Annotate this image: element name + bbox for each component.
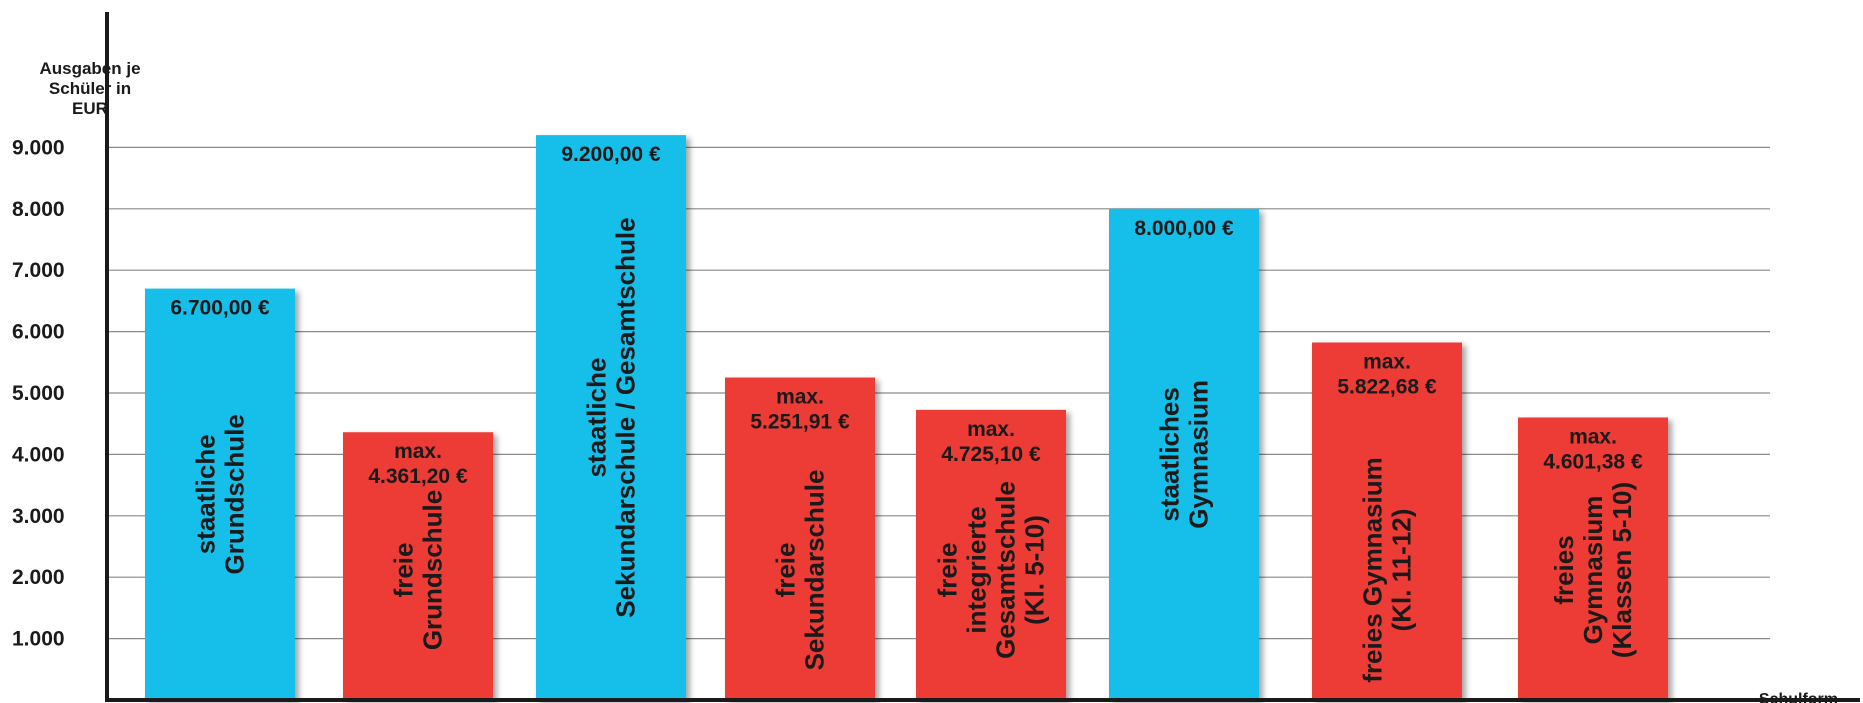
- bar-value-label: 4.601,38 €: [1543, 450, 1643, 473]
- bar: [725, 377, 875, 700]
- bar-category-label: freies Gymnasium (Kl. 11-12): [1358, 457, 1417, 682]
- bar: [916, 409, 1066, 700]
- bar-value-label: 5.822,68 €: [1337, 375, 1437, 398]
- category-label-line: Sekundarschule: [800, 470, 830, 671]
- bar: [1109, 208, 1259, 701]
- y-tick-labels: 1.000 2.000 3.000 4.000 5.000 6.000 7.000 8.000…: [12, 136, 65, 650]
- bars: 6.700,00 €staatliche Grundschule max.4.361…: [145, 135, 1668, 701]
- bar-group: 6.700,00 € staatliche Grundschule: [145, 288, 295, 700]
- category-label-line: Gymnasium: [1578, 496, 1608, 645]
- bar-group: max.4.361,20 €freie Grundschule: [343, 432, 493, 700]
- axes: [105, 12, 1860, 702]
- bar-group: 9.200,00 € staatliche Sekundarschule / Ges…: [536, 135, 686, 700]
- bar-value-label: 4.361,20 €: [368, 465, 468, 488]
- bar: [343, 432, 493, 700]
- bar-category-label: freie Grundschule: [389, 490, 448, 650]
- bar-category-label: staatliche Sekundarschule / Gesamtschule: [582, 217, 641, 617]
- y-tick-label: 9.000: [12, 136, 65, 159]
- category-label-line: Sekundarschule / Gesamtschule: [611, 217, 641, 617]
- bar-value-label: max.: [1569, 425, 1617, 448]
- category-label-line: freie: [771, 543, 801, 598]
- y-axis-title: Schüler in: [49, 79, 131, 98]
- category-label-line: staatliche: [582, 358, 612, 478]
- bar-group: max.5.251,91 € freie Sekundarschule: [725, 377, 875, 700]
- y-tick-label: 4.000: [12, 443, 65, 466]
- bar-group: max.4.601,38 € freies Gymnasium (Klassen 5-…: [1518, 417, 1668, 700]
- bar-category-label: freies Gymnasium (Klassen 5-10): [1549, 482, 1637, 658]
- y-tick-label: 2.000: [12, 566, 65, 589]
- bar-value-label: max.: [776, 386, 824, 409]
- y-tick-label: 7.000: [12, 259, 65, 282]
- bar-category-label: staatliche Grundschule: [191, 414, 250, 574]
- bar-category-label: staatliches Gymnasium: [1155, 380, 1214, 529]
- category-label-line: freie: [933, 543, 963, 598]
- bar: [1312, 342, 1462, 700]
- category-label-line: Grundschule: [220, 414, 250, 574]
- bar-category-label: freie integrierte Gesamtschule (Kl. 5-10): [933, 481, 1050, 659]
- bar-value-label: 6.700,00 €: [170, 297, 270, 320]
- category-label-line: freies: [1549, 535, 1579, 604]
- category-label-line: (Kl. 11-12): [1387, 509, 1417, 632]
- bar-value-label: 5.251,91 €: [750, 411, 850, 434]
- y-tick-label: 6.000: [12, 321, 65, 344]
- y-tick-label: 3.000: [12, 505, 65, 528]
- category-label-line: staatliche: [191, 434, 221, 554]
- bar: [536, 135, 686, 700]
- bar-value-label: 9.200,00 €: [561, 143, 661, 166]
- bar-group: max.4.725,10 € freie integrierte Gesamtschu…: [916, 409, 1066, 700]
- category-label-line: integrierte: [962, 506, 992, 633]
- bar-group: max.5.822,68 € freies Gymnasium (Kl. 11-12…: [1312, 342, 1462, 700]
- bar-category-label: freie Sekundarschule: [771, 470, 830, 671]
- x-axis-title: Schulform: [1759, 691, 1838, 703]
- y-tick-label: 1.000: [12, 628, 65, 651]
- bar-value-label: max.: [1363, 350, 1411, 373]
- category-label-line: Grundschule: [418, 490, 448, 650]
- y-axis-title: Ausgaben je: [39, 59, 140, 78]
- category-label-line: Gesamtschule: [991, 481, 1021, 659]
- y-tick-label: 5.000: [12, 382, 65, 405]
- category-label-line: freie: [389, 543, 419, 598]
- category-label-line: Gymnasium: [1184, 380, 1214, 529]
- bar: [145, 288, 295, 700]
- category-label-line: staatliches: [1155, 387, 1185, 521]
- bar-group: 8.000,00 € staatliches Gymnasium: [1109, 208, 1259, 701]
- bar-value-label: max.: [394, 440, 442, 463]
- bar-value-label: 4.725,10 €: [941, 443, 1041, 466]
- category-label-line: freies Gymnasium: [1358, 457, 1388, 682]
- category-label-line: (Kl. 5-10): [1020, 515, 1050, 625]
- bar-value-label: max.: [967, 418, 1015, 441]
- y-axis-title: EUR: [72, 99, 108, 118]
- category-label-line: (Klassen 5-10): [1607, 482, 1637, 658]
- bar-value-label: 8.000,00 €: [1134, 217, 1234, 240]
- y-tick-label: 8.000: [12, 198, 65, 221]
- bar: [1518, 417, 1668, 700]
